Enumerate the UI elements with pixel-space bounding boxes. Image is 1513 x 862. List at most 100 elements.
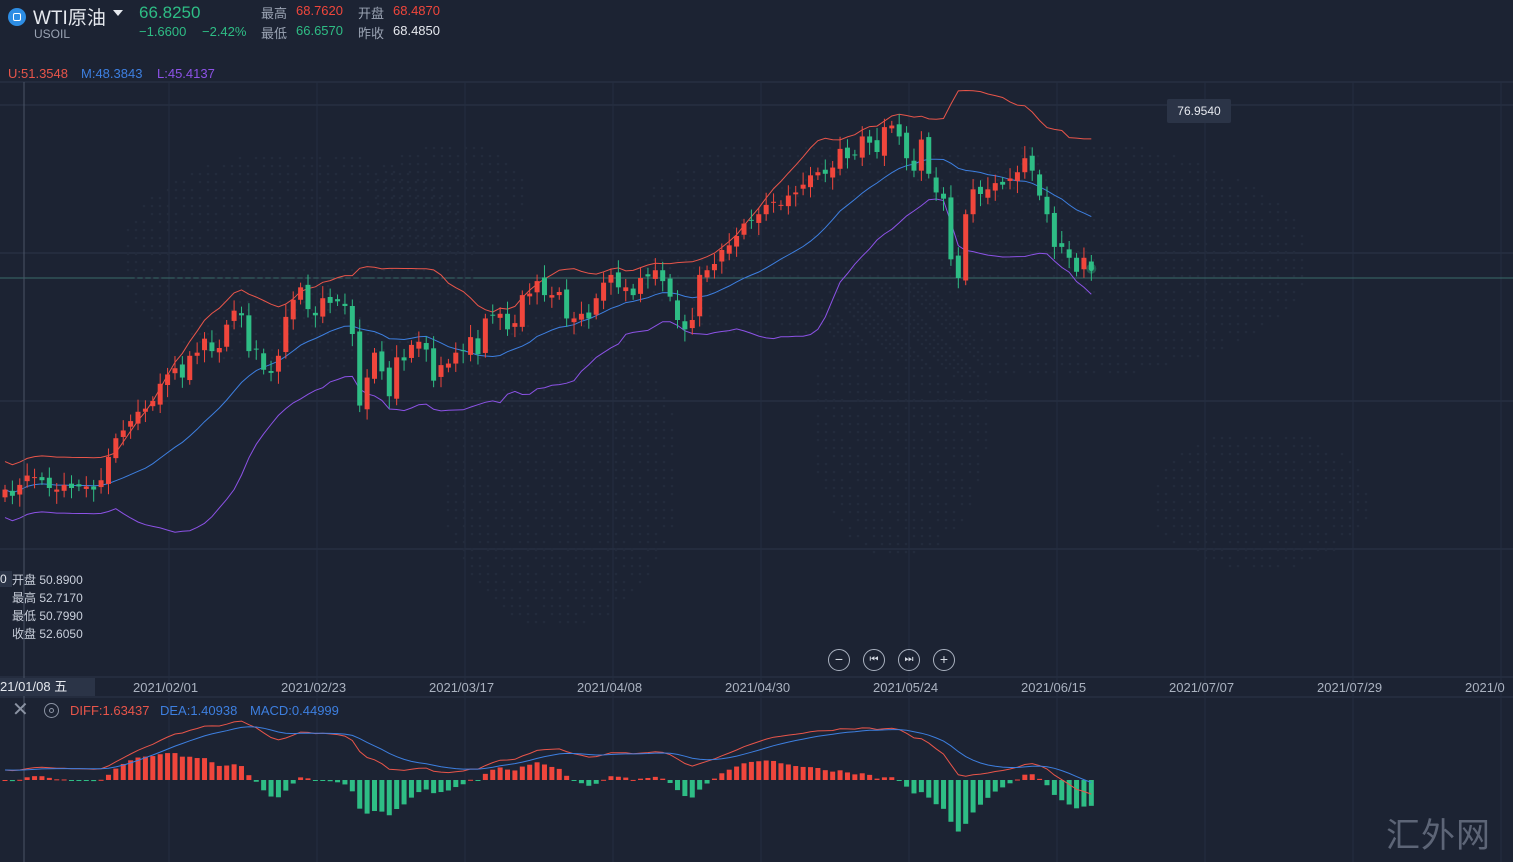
ohlc-close-value: 52.6050: [39, 627, 83, 641]
macd-histogram-bar: [224, 765, 230, 780]
candle-body: [261, 353, 267, 370]
candle-body: [726, 245, 732, 254]
macd-histogram-bar: [202, 758, 208, 780]
macd-histogram-bar: [660, 778, 666, 780]
macd-histogram-bar: [918, 780, 924, 793]
macd-histogram-bar: [128, 760, 134, 780]
macd-histogram-bar: [490, 769, 496, 780]
macd-histogram-bar: [778, 763, 784, 780]
macd-histogram-bar: [1088, 780, 1094, 806]
candle-body: [32, 477, 38, 479]
zoom-in-button[interactable]: +: [933, 649, 955, 671]
ohlc-low: 最低 50.7990: [12, 607, 83, 624]
macd-histogram-bar: [674, 780, 680, 791]
open-value: 68.4870: [393, 3, 440, 18]
candle-body: [283, 316, 289, 353]
macd-histogram-bar: [105, 774, 111, 780]
candle-body: [763, 204, 769, 215]
candle-body: [527, 293, 533, 297]
candle-body: [1029, 155, 1035, 171]
macd-histogram-bar: [261, 780, 267, 791]
macd-histogram-bar: [9, 780, 15, 782]
macd-histogram-bar: [741, 763, 747, 780]
candle-body: [793, 192, 799, 195]
forward-button[interactable]: ⏭: [898, 649, 920, 671]
candle-body: [741, 223, 747, 235]
candle-body: [202, 338, 208, 351]
macd-histogram-bar: [98, 779, 104, 781]
macd-histogram-bar: [1014, 779, 1020, 781]
rewind-button[interactable]: ⏮: [863, 649, 885, 671]
candle-body: [1007, 178, 1013, 181]
macd-histogram-bar: [32, 776, 38, 780]
candle-body: [881, 127, 887, 156]
candle-body: [564, 289, 570, 319]
macd-histogram-bar: [401, 780, 407, 805]
x-axis-date-label: 2021/06/15: [1021, 680, 1087, 695]
macd-histogram-bar: [305, 778, 311, 780]
macd-histogram-bar: [697, 780, 703, 790]
macd-histogram-bar: [1000, 780, 1006, 788]
candle-body: [1059, 243, 1065, 247]
ohlc-low-value: 50.7990: [39, 609, 83, 623]
macd-histogram-bar: [904, 780, 910, 787]
zoom-out-button[interactable]: −: [828, 649, 850, 671]
macd-histogram-bar: [689, 780, 695, 798]
macd-histogram-bar: [638, 778, 644, 780]
macd-histogram-bar: [734, 766, 740, 780]
candle-body: [423, 343, 429, 350]
candle-body: [955, 255, 961, 278]
macd-histogram-bar: [69, 780, 75, 781]
macd-histogram-bar: [231, 764, 237, 780]
candle-body: [39, 477, 45, 481]
candle-body: [933, 177, 939, 193]
candle-body: [963, 214, 969, 281]
macd-histogram-bar: [541, 764, 547, 780]
candle-body: [630, 288, 636, 296]
chevron-down-icon[interactable]: [113, 10, 123, 16]
candle-body: [667, 278, 673, 297]
candle-body: [1044, 196, 1050, 215]
candle-body: [1037, 174, 1043, 196]
candle-body: [1022, 158, 1028, 173]
candle-body: [105, 456, 111, 484]
macd-histogram-bar: [977, 780, 983, 805]
gear-icon[interactable]: [44, 703, 59, 718]
candle-body: [453, 352, 459, 364]
candle-body: [926, 137, 932, 174]
close-icon[interactable]: ✕: [12, 699, 29, 721]
candle-body: [275, 355, 281, 372]
candle-body: [638, 278, 644, 294]
macd-histogram-bar: [216, 765, 222, 780]
candle-body: [187, 355, 193, 381]
x-axis-date-label: 2021/07/07: [1169, 680, 1235, 695]
candle-body: [874, 140, 880, 152]
prev-close-value: 68.4850: [393, 23, 440, 38]
macd-histogram-bar: [76, 780, 82, 781]
ohlc-low-label: 最低: [12, 609, 37, 623]
macd-histogram-bar: [985, 780, 991, 798]
macd-histogram-bar: [874, 778, 880, 780]
macd-histogram-bar: [719, 773, 725, 780]
candle-body: [320, 298, 326, 317]
candle-body: [970, 189, 976, 215]
macd-histogram-bar: [800, 766, 806, 780]
macd-histogram-bar: [630, 779, 636, 781]
candle-body: [268, 371, 274, 373]
macd-histogram-bar: [645, 777, 651, 780]
candle-body: [253, 348, 259, 350]
macd-histogram-bar: [512, 770, 518, 780]
macd-histogram-bar: [135, 757, 141, 780]
candle-body: [238, 313, 244, 316]
symbol-name[interactable]: WTI原油: [33, 8, 106, 29]
candle-body: [2, 489, 8, 498]
x-axis-date-label: 2021/03/17: [429, 680, 495, 695]
candle-body: [601, 282, 607, 301]
candle-body: [992, 183, 998, 191]
quote-header: WTI原油 USOIL 66.8250 −1.6600 −2.42% 最高 68…: [0, 0, 1513, 80]
candle-body: [335, 299, 341, 302]
macd-histogram-bar: [534, 762, 540, 780]
candle-body: [815, 172, 821, 176]
macd-dea-line: [4, 726, 1092, 783]
